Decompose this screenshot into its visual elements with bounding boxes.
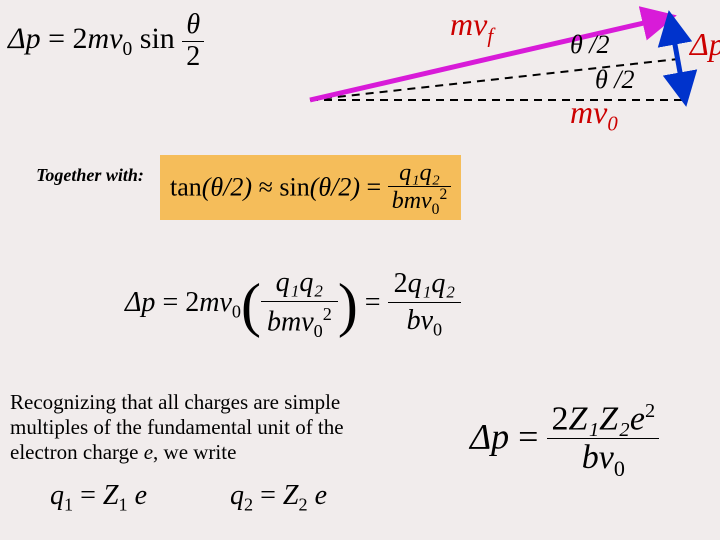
equation-tan-approx-sin: tan(θ/2) ≈ sin(θ/2) = q₁q₂ bmv02	[160, 155, 461, 220]
delta-p-label: Δp	[690, 26, 720, 63]
mv0-label: mv0	[570, 94, 618, 136]
theta-half-label-lower: θ /2	[595, 65, 635, 95]
theta-half-label-upper: θ /2	[570, 30, 610, 60]
vector-triangle-diagram	[300, 5, 720, 120]
eq2-fraction: q₁q₂ bmv02	[388, 161, 452, 218]
together-with-label: Together with:	[35, 166, 145, 186]
eq1-lhs: Δp	[8, 22, 41, 55]
recognizing-text: Recognizing that all charges are simple …	[10, 390, 410, 466]
equation-delta-p-expanded: Δp = 2mv0( q₁q₂ bmv02 ) = 2q₁q₂ bv0	[125, 265, 461, 344]
delta-p-arrow	[670, 17, 685, 100]
equation-q2: q2 = Z2 e	[230, 480, 327, 516]
mvf-label: mvf	[450, 6, 493, 48]
eq1-fraction: θ 2	[182, 10, 204, 73]
equation-q1: q1 = Z1 e	[50, 480, 147, 516]
equation-delta-p-final: Δp = 2Z₁Z₂e2 bv0	[470, 400, 659, 481]
equation-delta-p-sin: Δp = 2mv0 sin θ 2	[8, 10, 204, 73]
